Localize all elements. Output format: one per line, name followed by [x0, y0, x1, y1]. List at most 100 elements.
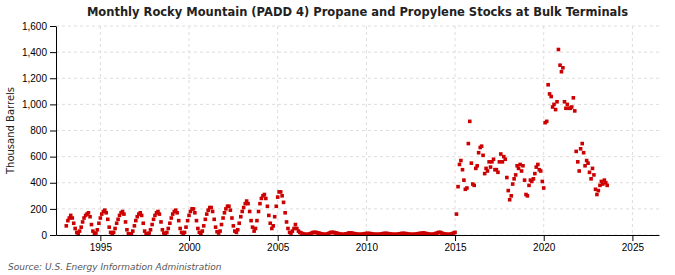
point: [541, 180, 545, 184]
point: [94, 231, 98, 235]
point: [150, 223, 154, 227]
x-tick-label: 2005: [267, 242, 290, 253]
point: [481, 154, 485, 158]
point: [458, 163, 462, 167]
point: [255, 219, 259, 223]
point: [523, 178, 527, 182]
point: [149, 228, 153, 232]
point: [455, 212, 459, 216]
point: [576, 160, 580, 164]
point: [211, 210, 215, 214]
point: [579, 147, 583, 151]
x-tick: 2000: [178, 235, 201, 253]
point: [588, 171, 592, 175]
x-tick-label: 2010: [356, 242, 379, 253]
point: [246, 202, 250, 206]
plot-area: 1995200020052010201520202025020040060080…: [22, 21, 660, 253]
x-tick: 1995: [90, 235, 113, 253]
point: [81, 220, 85, 224]
y-tick: 200: [30, 204, 56, 215]
point: [104, 211, 108, 215]
point: [192, 207, 196, 211]
point: [212, 218, 216, 222]
y-grid-line: [56, 156, 659, 157]
x-grid-line: [632, 26, 633, 235]
point: [97, 221, 101, 225]
point: [480, 144, 484, 148]
point: [521, 164, 525, 168]
point: [236, 228, 240, 232]
point: [79, 225, 83, 229]
point: [113, 227, 117, 231]
point: [214, 225, 218, 229]
point: [196, 227, 200, 231]
point: [258, 202, 262, 206]
point: [175, 211, 179, 215]
point: [586, 161, 590, 165]
point: [570, 105, 574, 109]
point: [286, 227, 290, 231]
x-axis: 1995200020052010201520202025: [57, 235, 660, 253]
point: [555, 100, 559, 104]
point: [73, 227, 77, 231]
point: [468, 120, 472, 124]
point: [509, 194, 513, 198]
x-tick-mark: [544, 235, 545, 241]
point: [87, 211, 91, 215]
point: [536, 163, 540, 167]
point: [125, 228, 129, 232]
y-tick-mark: [50, 183, 56, 184]
x-grid-line: [455, 26, 456, 235]
point: [512, 177, 516, 181]
point: [503, 157, 507, 161]
y-tick: 800: [30, 125, 56, 136]
point: [124, 220, 128, 224]
y-grid-line: [56, 52, 659, 53]
y-tick-mark: [50, 104, 56, 105]
point: [549, 95, 553, 99]
y-tick: 1,200: [22, 73, 56, 84]
y-tick-mark: [50, 235, 56, 236]
point: [273, 215, 277, 219]
point: [220, 223, 224, 227]
y-tick-mark: [50, 78, 56, 79]
point: [566, 103, 570, 107]
point: [546, 83, 550, 87]
point: [477, 151, 481, 155]
point: [470, 161, 474, 165]
x-tick-mark: [189, 235, 190, 241]
point: [202, 224, 206, 228]
point: [274, 204, 278, 208]
point: [475, 164, 479, 168]
point: [589, 177, 593, 181]
y-grid-line: [56, 208, 659, 209]
point: [165, 231, 169, 235]
point: [511, 182, 515, 186]
point: [545, 120, 549, 124]
point: [184, 225, 188, 229]
y-tick-label: 1,400: [22, 47, 47, 58]
y-tick: 600: [30, 151, 56, 162]
point: [195, 219, 199, 223]
point: [239, 215, 243, 219]
y-tick-label: 1,600: [22, 21, 47, 32]
point: [467, 142, 471, 146]
point: [186, 219, 190, 223]
chart: 1995200020052010201520202025020040060080…: [0, 0, 675, 275]
point: [134, 219, 138, 223]
source-note: Source: U.S. Energy Information Administ…: [8, 262, 222, 272]
x-grid-line: [277, 26, 278, 235]
y-tick-mark: [50, 26, 56, 27]
point: [264, 197, 268, 201]
x-tick-label: 2025: [622, 242, 645, 253]
point: [456, 185, 460, 189]
point: [242, 206, 246, 210]
point: [279, 190, 283, 194]
y-grid-line: [56, 182, 659, 183]
point: [280, 194, 284, 198]
point: [592, 173, 596, 177]
point: [169, 216, 173, 220]
x-grid-line: [100, 26, 101, 235]
grid: [56, 26, 659, 235]
point: [168, 221, 172, 225]
